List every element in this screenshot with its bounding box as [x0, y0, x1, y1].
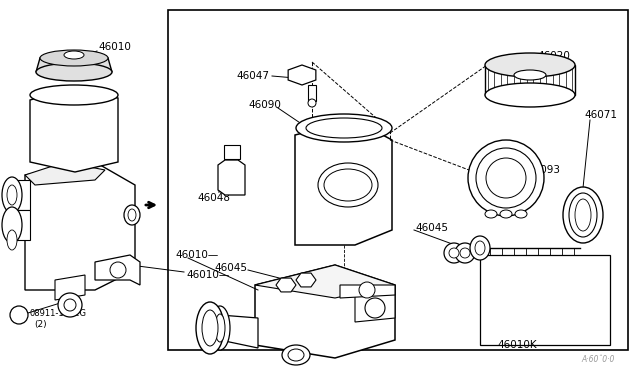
Ellipse shape	[460, 248, 470, 258]
Ellipse shape	[64, 51, 84, 59]
Text: 46010—: 46010—	[186, 270, 229, 280]
Text: 46047: 46047	[236, 71, 269, 81]
Ellipse shape	[500, 210, 512, 218]
Ellipse shape	[486, 158, 526, 198]
Ellipse shape	[455, 243, 475, 263]
Text: 46090: 46090	[248, 100, 281, 110]
Ellipse shape	[475, 241, 485, 255]
Ellipse shape	[308, 99, 316, 107]
Text: 46045: 46045	[214, 263, 247, 273]
Bar	[10, 210, 30, 240]
Ellipse shape	[40, 50, 108, 66]
Ellipse shape	[476, 148, 536, 208]
Ellipse shape	[128, 209, 136, 221]
Polygon shape	[36, 58, 112, 72]
Ellipse shape	[36, 63, 112, 81]
Polygon shape	[55, 275, 85, 300]
Ellipse shape	[514, 70, 546, 80]
Text: 46010K: 46010K	[497, 340, 536, 350]
Circle shape	[10, 306, 28, 324]
Ellipse shape	[2, 207, 22, 243]
Polygon shape	[295, 120, 392, 245]
Ellipse shape	[444, 243, 464, 263]
Ellipse shape	[202, 310, 218, 346]
Polygon shape	[340, 285, 395, 298]
Ellipse shape	[64, 299, 76, 311]
Text: 46045: 46045	[415, 223, 448, 233]
Ellipse shape	[306, 118, 382, 138]
Ellipse shape	[485, 210, 497, 218]
Text: 46010: 46010	[98, 42, 131, 52]
Polygon shape	[255, 265, 395, 358]
Polygon shape	[220, 315, 258, 348]
Polygon shape	[288, 65, 316, 85]
Ellipse shape	[7, 185, 17, 205]
Bar	[308, 85, 316, 101]
Ellipse shape	[58, 293, 82, 317]
Polygon shape	[276, 278, 296, 292]
Ellipse shape	[110, 262, 126, 278]
Polygon shape	[255, 265, 395, 298]
Polygon shape	[95, 255, 140, 285]
Text: A·60ˆ0·0: A·60ˆ0·0	[582, 356, 615, 365]
Polygon shape	[296, 273, 316, 287]
Bar	[224, 145, 240, 159]
Ellipse shape	[296, 114, 392, 142]
Text: (2): (2)	[34, 321, 47, 330]
Ellipse shape	[324, 169, 372, 201]
Ellipse shape	[30, 85, 118, 105]
Ellipse shape	[359, 282, 375, 298]
Ellipse shape	[485, 53, 575, 77]
Ellipse shape	[2, 177, 22, 213]
Text: 46010—: 46010—	[175, 250, 218, 260]
Text: N: N	[16, 311, 22, 320]
Text: 08911-1082G: 08911-1082G	[30, 308, 87, 317]
Ellipse shape	[365, 298, 385, 318]
Text: 46048: 46048	[197, 193, 230, 203]
Polygon shape	[25, 162, 135, 290]
Ellipse shape	[7, 230, 17, 250]
Polygon shape	[218, 160, 245, 195]
Bar	[168, 10, 628, 350]
Polygon shape	[25, 162, 105, 185]
Ellipse shape	[282, 345, 310, 365]
Ellipse shape	[215, 314, 225, 342]
Text: 46071: 46071	[584, 110, 617, 120]
Ellipse shape	[563, 187, 603, 243]
Ellipse shape	[210, 306, 230, 350]
Ellipse shape	[575, 199, 591, 231]
Polygon shape	[30, 88, 118, 172]
Ellipse shape	[196, 302, 224, 354]
Ellipse shape	[449, 248, 459, 258]
Ellipse shape	[288, 349, 304, 361]
Polygon shape	[355, 285, 395, 322]
Bar	[480, 255, 610, 345]
Text: 46020: 46020	[537, 51, 570, 61]
Ellipse shape	[470, 236, 490, 260]
Bar	[10, 180, 30, 210]
Text: 46093: 46093	[527, 165, 560, 175]
Ellipse shape	[468, 140, 544, 216]
Ellipse shape	[124, 205, 140, 225]
Ellipse shape	[569, 193, 597, 237]
Polygon shape	[485, 65, 575, 95]
Ellipse shape	[515, 210, 527, 218]
Ellipse shape	[485, 83, 575, 107]
Ellipse shape	[318, 163, 378, 207]
